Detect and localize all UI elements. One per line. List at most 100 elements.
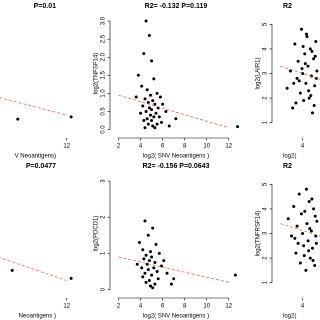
point — [69, 276, 73, 280]
point — [148, 113, 152, 117]
point — [148, 250, 152, 254]
point — [152, 77, 156, 81]
point — [295, 224, 299, 228]
point — [310, 197, 314, 201]
point — [150, 59, 154, 63]
x-tick-label: 12 — [225, 144, 232, 150]
point — [141, 275, 145, 279]
point — [155, 91, 159, 95]
point — [303, 52, 307, 56]
point — [137, 241, 141, 245]
point — [140, 266, 144, 270]
point — [153, 260, 157, 264]
panel-title: R2 — [283, 163, 292, 170]
point — [293, 236, 297, 240]
point — [147, 106, 151, 110]
x-axis-label: log2( SNV Neoantigens ) — [143, 154, 209, 160]
point — [144, 109, 148, 113]
point — [144, 280, 148, 284]
point — [147, 259, 151, 263]
x-tick-label: 4 — [301, 304, 305, 310]
y-tick-label: 2 — [101, 215, 107, 219]
point — [156, 277, 160, 281]
point — [145, 88, 149, 92]
point — [309, 74, 313, 78]
trend-line — [118, 256, 229, 283]
point — [142, 119, 146, 123]
point — [148, 284, 152, 288]
x-axis-label: Neoantigens ) — [19, 314, 56, 320]
x-tick-label: 10 — [203, 144, 210, 150]
point — [167, 124, 171, 128]
trend-line — [0, 97, 67, 116]
x-axis-label: log2( — [283, 314, 296, 320]
point — [286, 217, 290, 221]
panel-title: R2 — [283, 3, 292, 10]
point — [305, 35, 309, 39]
point — [158, 95, 162, 99]
point — [302, 99, 306, 103]
trend-line — [0, 257, 67, 281]
point — [69, 115, 73, 119]
point — [300, 67, 304, 71]
point — [151, 99, 155, 103]
point — [233, 273, 237, 277]
point — [146, 268, 150, 272]
point — [306, 64, 310, 68]
x-tick-label: 4 — [139, 144, 143, 150]
point — [153, 102, 157, 106]
point — [146, 100, 150, 104]
point — [10, 268, 14, 272]
point — [160, 264, 164, 268]
point — [298, 261, 302, 265]
point — [301, 232, 305, 235]
point — [312, 103, 316, 107]
point — [288, 69, 292, 73]
point — [313, 263, 317, 267]
point — [299, 212, 303, 216]
point — [304, 268, 308, 272]
point — [16, 117, 20, 121]
point — [299, 27, 303, 31]
x-tick-label: 8 — [183, 304, 187, 310]
panel-title: P=0.01 — [34, 3, 56, 10]
point — [312, 57, 316, 61]
x-tick-label: 2 — [117, 144, 121, 150]
point — [143, 126, 147, 130]
point — [313, 84, 317, 88]
y-tick-label: 5 — [263, 182, 269, 186]
x-tick-label: 8 — [183, 144, 187, 150]
x-tick-label: 12 — [225, 304, 232, 310]
point — [147, 34, 151, 38]
x-tick-label: 2 — [117, 304, 121, 310]
point — [150, 255, 154, 259]
point — [150, 119, 154, 123]
point — [157, 115, 161, 119]
point — [290, 234, 294, 238]
point — [136, 73, 140, 77]
point — [143, 271, 147, 275]
trend-line — [280, 223, 320, 237]
point — [291, 106, 295, 110]
point — [145, 117, 149, 121]
point — [311, 259, 315, 263]
point — [134, 95, 138, 99]
y-tick-label: 1.5 — [101, 70, 107, 79]
point — [312, 207, 316, 211]
y-tick-label: 1 — [263, 280, 269, 284]
y-tick-label: 2.5 — [101, 34, 107, 43]
x-tick-label: 10 — [203, 304, 210, 310]
y-tick-label: 2 — [263, 256, 269, 260]
trend-line — [118, 94, 229, 129]
panel-title: R2= -0.132 P=0.119 — [145, 3, 208, 10]
point — [314, 40, 318, 44]
point — [151, 226, 155, 230]
point — [302, 244, 306, 248]
y-tick-label: 5 — [263, 22, 269, 26]
point — [154, 111, 158, 115]
point — [294, 251, 298, 255]
point — [285, 86, 289, 90]
point — [151, 286, 155, 290]
